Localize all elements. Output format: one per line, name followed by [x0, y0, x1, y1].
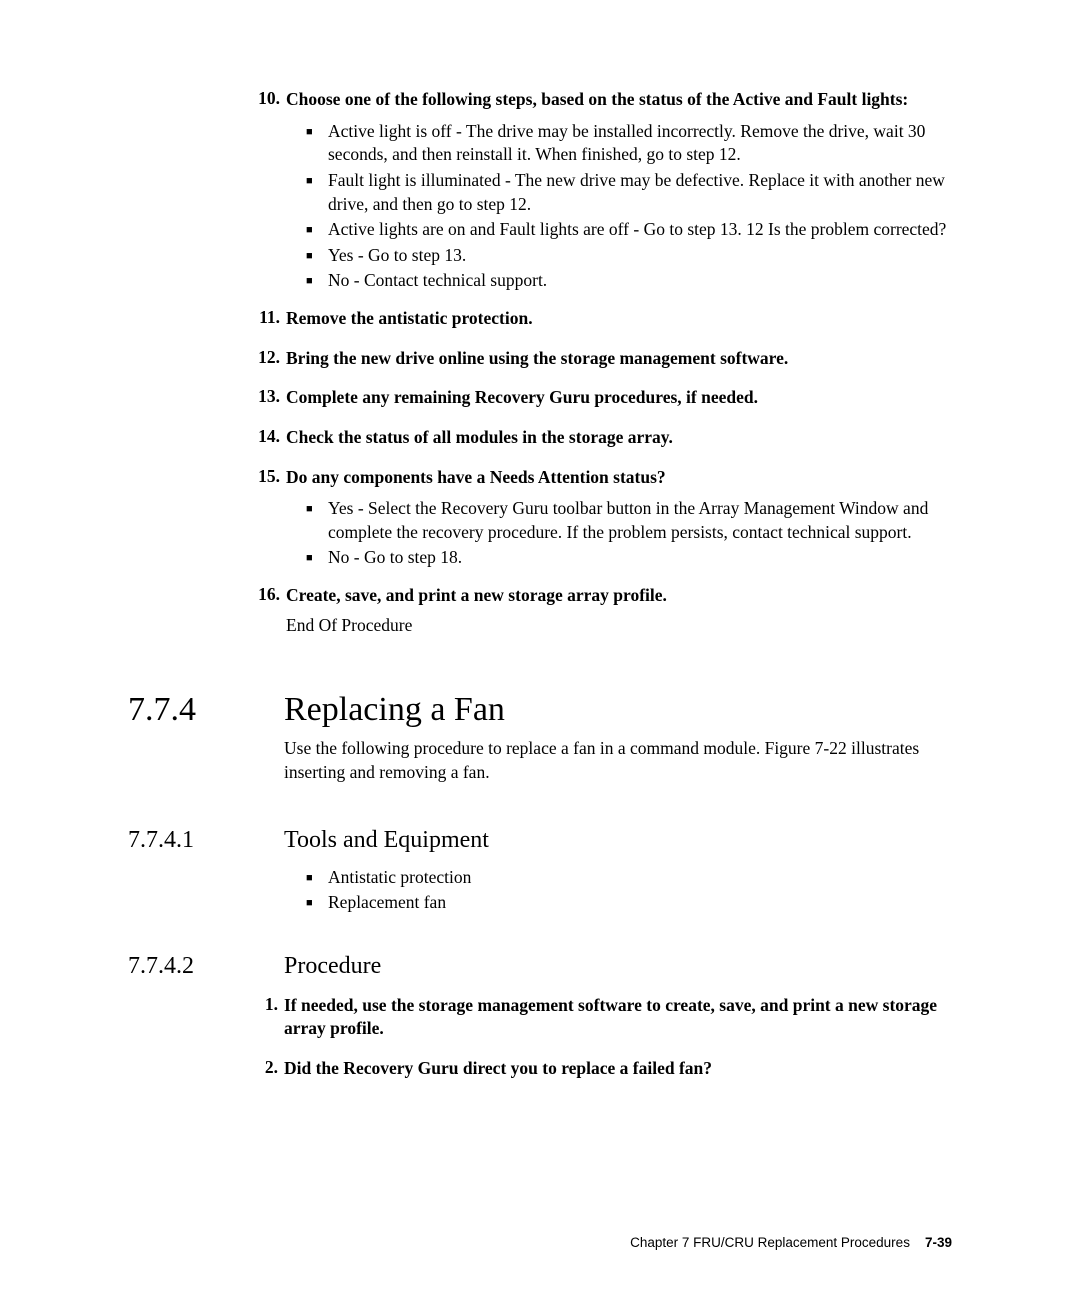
bullet-item: ■Fault light is illuminated - The new dr… — [306, 169, 952, 216]
bullet-text: Antistatic protection — [328, 866, 952, 890]
section-heading: 7.7.4 Replacing a Fan — [128, 691, 952, 729]
square-bullet-icon: ■ — [306, 866, 328, 890]
bullet-item: ■Yes - Select the Recovery Guru toolbar … — [306, 497, 952, 544]
list-number: 11. — [244, 307, 286, 331]
list-item: 13. Complete any remaining Recovery Guru… — [244, 386, 952, 410]
list-number: 1. — [246, 994, 284, 1041]
list-text: Create, save, and print a new storage ar… — [286, 584, 952, 608]
footer-page-number: 7-39 — [925, 1235, 952, 1250]
list-item: 14. Check the status of all modules in t… — [244, 426, 952, 450]
list-text: Check the status of all modules in the s… — [286, 426, 952, 450]
list-number: 16. — [244, 584, 286, 608]
list-number: 15. — [244, 466, 286, 490]
list-item: 2. Did the Recovery Guru direct you to r… — [246, 1057, 952, 1081]
list-text: If needed, use the storage management so… — [284, 994, 952, 1041]
end-of-procedure: End Of Procedure — [244, 614, 952, 638]
list-text: Do any components have a Needs Attention… — [286, 466, 952, 490]
list-number: 13. — [244, 386, 286, 410]
square-bullet-icon: ■ — [306, 120, 328, 167]
list-text: Choose one of the following steps, based… — [286, 88, 952, 112]
section-number: 7.7.4 — [128, 691, 284, 729]
square-bullet-icon: ■ — [306, 244, 328, 268]
section-title: Replacing a Fan — [284, 691, 505, 729]
bullet-text: Yes - Select the Recovery Guru toolbar b… — [328, 497, 952, 544]
bullet-item: ■No - Go to step 18. — [306, 546, 952, 570]
list-item: 11. Remove the antistatic protection. — [244, 307, 952, 331]
document-page: 10. Choose one of the following steps, b… — [0, 0, 1080, 1081]
page-footer: Chapter 7 FRU/CRU Replacement Procedures… — [630, 1235, 952, 1250]
bullet-item: ■Replacement fan — [306, 891, 952, 915]
bullet-text: No - Go to step 18. — [328, 546, 952, 570]
subsection-heading: 7.7.4.2 Procedure — [128, 953, 952, 980]
section-title: Tools and Equipment — [284, 827, 489, 854]
numbered-list: 1. If needed, use the storage management… — [246, 994, 952, 1081]
bullet-item: ■Active light is off - The drive may be … — [306, 120, 952, 167]
list-item: 16. Create, save, and print a new storag… — [244, 584, 952, 608]
list-text: Did the Recovery Guru direct you to repl… — [284, 1057, 952, 1081]
square-bullet-icon: ■ — [306, 497, 328, 544]
footer-chapter: Chapter 7 FRU/CRU Replacement Procedures — [630, 1235, 910, 1250]
list-item: 10. Choose one of the following steps, b… — [244, 88, 952, 112]
square-bullet-icon: ■ — [306, 218, 328, 242]
subsection-heading: 7.7.4.1 Tools and Equipment — [128, 827, 952, 854]
bullet-text: Active lights are on and Fault lights ar… — [328, 218, 952, 242]
bullet-item: ■Antistatic protection — [306, 866, 952, 890]
list-text: Bring the new drive online using the sto… — [286, 347, 952, 371]
list-text: Complete any remaining Recovery Guru pro… — [286, 386, 952, 410]
bullet-text: Yes - Go to step 13. — [328, 244, 952, 268]
bullet-item: ■Yes - Go to step 13. — [306, 244, 952, 268]
bullet-text: Replacement fan — [328, 891, 952, 915]
list-text: Remove the antistatic protection. — [286, 307, 952, 331]
section-title: Procedure — [284, 953, 381, 980]
bullet-text: Fault light is illuminated - The new dri… — [328, 169, 952, 216]
bullet-list: ■Yes - Select the Recovery Guru toolbar … — [244, 497, 952, 570]
bullet-list: ■Antistatic protection ■Replacement fan — [128, 866, 952, 915]
bullet-item: ■Active lights are on and Fault lights a… — [306, 218, 952, 242]
bullet-text: No - Contact technical support. — [328, 269, 952, 293]
section-number: 7.7.4.1 — [128, 827, 284, 854]
square-bullet-icon: ■ — [306, 169, 328, 216]
square-bullet-icon: ■ — [306, 269, 328, 293]
list-item: 15. Do any components have a Needs Atten… — [244, 466, 952, 490]
square-bullet-icon: ■ — [306, 891, 328, 915]
end-text: End Of Procedure — [286, 614, 952, 638]
bullet-item: ■No - Contact technical support. — [306, 269, 952, 293]
numbered-list: 10. Choose one of the following steps, b… — [244, 88, 952, 637]
bullet-list: ■Active light is off - The drive may be … — [244, 120, 952, 293]
list-item: 12. Bring the new drive online using the… — [244, 347, 952, 371]
section-number: 7.7.4.2 — [128, 953, 284, 980]
paragraph: Use the following procedure to replace a… — [284, 737, 952, 784]
list-number: 14. — [244, 426, 286, 450]
square-bullet-icon: ■ — [306, 546, 328, 570]
list-number: 10. — [244, 88, 286, 112]
bullet-text: Active light is off - The drive may be i… — [328, 120, 952, 167]
list-number: 2. — [246, 1057, 284, 1081]
list-number: 12. — [244, 347, 286, 371]
list-item: 1. If needed, use the storage management… — [246, 994, 952, 1041]
